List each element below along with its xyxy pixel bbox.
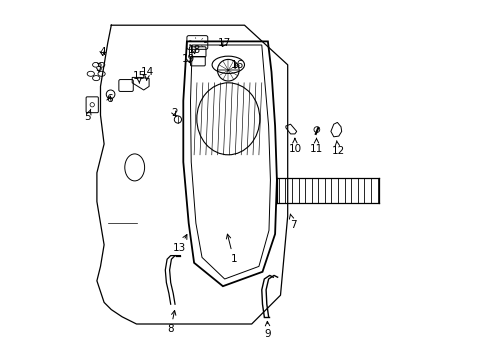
- Text: 4: 4: [99, 47, 105, 57]
- Text: 13: 13: [173, 235, 186, 253]
- Text: 19: 19: [182, 54, 195, 64]
- Text: 9: 9: [264, 321, 271, 339]
- Text: 14: 14: [141, 67, 154, 80]
- Text: 18: 18: [187, 45, 200, 55]
- Text: 7: 7: [289, 214, 296, 230]
- Text: 17: 17: [218, 38, 231, 48]
- Text: 6: 6: [106, 94, 113, 104]
- Text: 5: 5: [84, 109, 91, 122]
- Text: 8: 8: [167, 311, 176, 334]
- Text: 16: 16: [230, 60, 244, 70]
- Text: 1: 1: [226, 234, 237, 264]
- Text: 3: 3: [95, 63, 102, 73]
- Text: 2: 2: [171, 108, 177, 118]
- Text: 12: 12: [331, 141, 344, 156]
- Text: 10: 10: [288, 139, 301, 154]
- Text: 15: 15: [132, 71, 145, 84]
- Text: 11: 11: [309, 139, 323, 154]
